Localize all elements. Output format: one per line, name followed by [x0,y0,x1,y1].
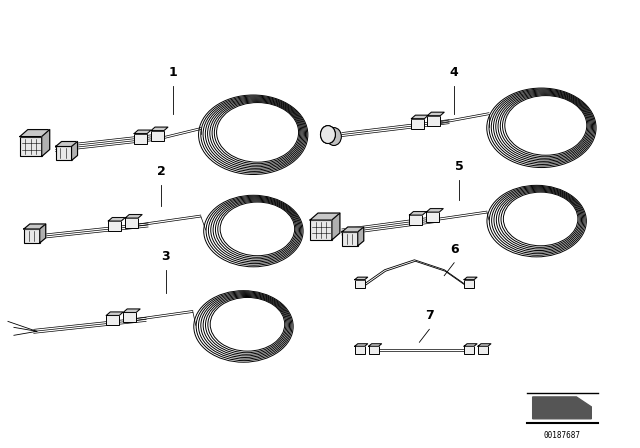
Polygon shape [134,130,151,134]
Bar [410,215,422,225]
Bar [355,280,365,288]
Polygon shape [464,277,477,280]
Polygon shape [24,224,45,229]
Polygon shape [464,344,477,346]
Bar [125,218,138,228]
Ellipse shape [321,125,335,143]
Bar [355,346,365,354]
Polygon shape [355,277,368,280]
Text: 5: 5 [455,160,463,173]
Bar [464,346,474,354]
Text: 4: 4 [450,66,458,79]
Polygon shape [310,213,340,220]
Polygon shape [56,142,77,146]
Bar [412,119,424,129]
Polygon shape [358,227,364,246]
Bar [106,315,119,325]
Polygon shape [332,213,340,240]
Bar [478,346,488,354]
Bar [426,212,439,222]
Text: 1: 1 [168,66,177,79]
Text: 6: 6 [450,243,458,256]
Text: 2: 2 [157,165,165,178]
Polygon shape [125,215,142,218]
Polygon shape [151,127,168,130]
Text: 00187687: 00187687 [544,431,581,439]
Polygon shape [426,209,444,212]
Polygon shape [478,344,491,346]
Polygon shape [532,397,591,419]
Polygon shape [40,224,45,243]
Ellipse shape [321,125,335,143]
Bar [24,229,40,243]
Polygon shape [369,344,381,346]
Polygon shape [412,115,428,119]
Bar [310,220,332,240]
Polygon shape [342,227,364,232]
Bar [134,134,147,143]
Text: 7: 7 [425,310,434,323]
Polygon shape [42,129,50,156]
Bar [108,221,121,231]
Bar [20,137,42,156]
Polygon shape [20,129,50,137]
Bar [151,130,164,141]
Polygon shape [72,142,77,160]
Bar [428,116,440,125]
Polygon shape [108,218,125,221]
Bar [56,146,72,160]
Polygon shape [106,312,124,315]
Polygon shape [355,344,368,346]
Bar [342,232,358,246]
Bar [124,312,136,323]
Bar [464,280,474,288]
Polygon shape [410,211,426,215]
Polygon shape [428,112,444,116]
Polygon shape [124,309,140,312]
Ellipse shape [326,128,341,146]
Bar [369,346,379,354]
Text: 3: 3 [162,250,170,263]
